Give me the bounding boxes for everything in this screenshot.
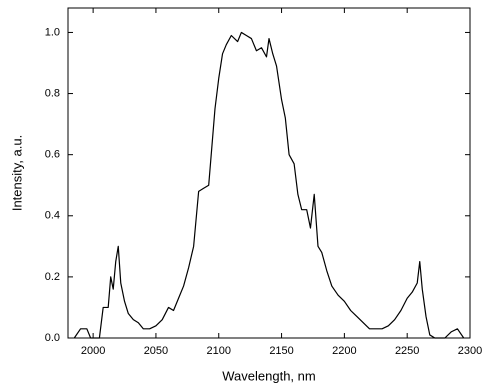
y-tick-label: 0.4 (45, 210, 60, 222)
y-tick-label: 0.2 (45, 271, 60, 283)
x-tick-label: 2200 (332, 345, 356, 357)
data-line (73, 31, 465, 339)
y-tick-label: 0.6 (45, 149, 60, 161)
plot-frame (67, 7, 471, 339)
y-tick-label: 1.0 (45, 26, 60, 38)
x-tick-label: 2000 (81, 345, 105, 357)
x-tick-label: 2150 (269, 345, 293, 357)
y-axis-title: Intensity, a.u. (9, 135, 24, 211)
x-tick-label: 2250 (395, 345, 419, 357)
x-tick-label: 2050 (144, 345, 168, 357)
y-tick-label: 0.0 (45, 332, 60, 344)
x-tick-label: 2100 (207, 345, 231, 357)
x-tick-label: 2300 (458, 345, 482, 357)
x-axis-title: Wavelength, nm (222, 368, 315, 383)
y-tick-label: 0.8 (45, 87, 60, 99)
